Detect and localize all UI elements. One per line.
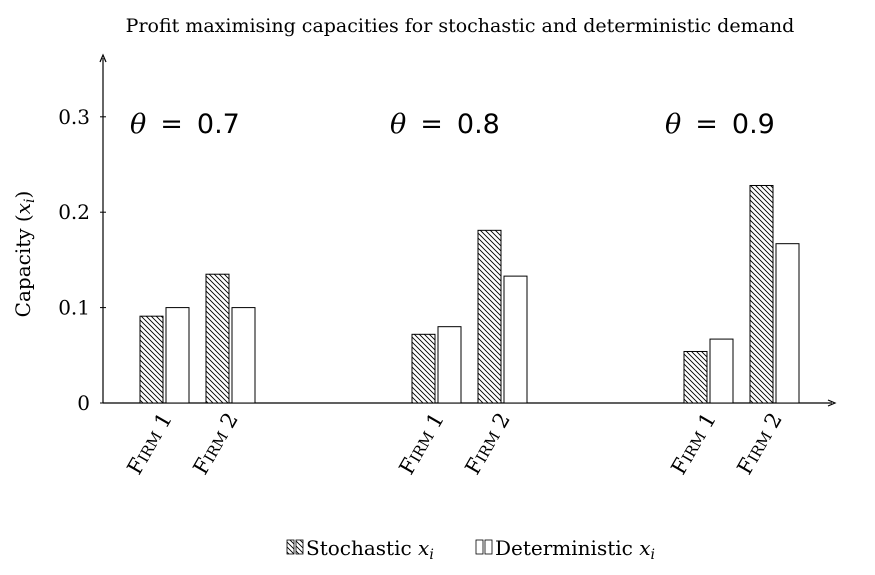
bar-deterministic: [437, 326, 462, 404]
legend-swatch-deterministic: [475, 539, 493, 555]
bar-stochastic: [683, 350, 708, 404]
y-tick-label: 0.2: [58, 200, 90, 224]
bar-stochastic: [139, 315, 164, 404]
theta-annotation: θ = 0.7: [130, 109, 240, 140]
legend-label-deterministic: Deterministic: [495, 536, 639, 560]
x-tick-label: Firm 1: [122, 409, 176, 479]
theta-equals: =: [160, 109, 183, 140]
bar-deterministic: [165, 307, 190, 404]
x-tick-label: Firm 2: [732, 409, 786, 479]
theta-value: 0.8: [457, 109, 500, 140]
legend-sub-stochastic: i: [429, 547, 433, 563]
x-tick-label: Firm 1: [394, 409, 448, 479]
theta-symbol: θ: [390, 109, 406, 140]
x-tick-label: Firm 2: [188, 409, 242, 479]
theta-symbol: θ: [130, 109, 146, 140]
bars: [139, 184, 800, 404]
x-axis-arrow: [827, 399, 837, 407]
legend-var-stochastic: x: [418, 536, 429, 560]
y-axis-label-sub: i: [22, 199, 38, 203]
theta-annotation: θ = 0.9: [665, 109, 775, 140]
y-tick-label: 0.3: [58, 105, 90, 129]
chart-title: Profit maximising capacities for stochas…: [126, 15, 795, 37]
theta-equals: =: [695, 109, 718, 140]
theta-labels: θ = 0.7 θ = 0.8 θ = 0.9: [130, 109, 775, 140]
bar-stochastic: [411, 333, 436, 404]
theta-value: 0.7: [197, 109, 240, 140]
theta-value: 0.9: [732, 109, 775, 140]
y-tick-label: 0.1: [58, 296, 90, 320]
bar-stochastic: [205, 273, 230, 404]
y-axis-label-text: Capacity (: [11, 214, 35, 317]
theta-symbol: θ: [665, 109, 681, 140]
bar-deterministic: [503, 275, 528, 404]
theta-equals: =: [420, 109, 443, 140]
x-tick-label: Firm 1: [666, 409, 720, 479]
legend-label-stochastic: Stochastic: [306, 536, 418, 560]
bar-deterministic: [709, 338, 734, 404]
x-tick-labels: Firm 1 Firm 2 Firm 1 Firm 2 Firm 1 Firm 2: [122, 409, 786, 479]
y-ticks: 0 0.1 0.2 0.3: [58, 105, 106, 415]
legend: Stochastic xi Deterministic xi: [286, 536, 655, 563]
y-axis-arrow: [99, 53, 107, 63]
svg-text:Capacity (xi): Capacity (xi): [11, 191, 38, 318]
y-axis-label-close: ): [11, 191, 35, 199]
y-axis-label: Capacity (xi): [11, 191, 38, 318]
bar-stochastic: [477, 229, 502, 404]
svg-text:Deterministic xi: Deterministic xi: [495, 536, 655, 563]
y-axis-label-var: x: [11, 203, 35, 214]
bar-stochastic: [749, 184, 774, 404]
theta-annotation: θ = 0.8: [390, 109, 500, 140]
legend-var-deterministic: x: [639, 536, 650, 560]
legend-sub-deterministic: i: [650, 547, 654, 563]
svg-text:Stochastic xi: Stochastic xi: [306, 536, 434, 563]
bar-deterministic: [775, 243, 800, 404]
y-tick-label: 0: [77, 391, 90, 415]
bar-deterministic: [231, 307, 256, 404]
legend-swatch-stochastic: [286, 539, 304, 555]
x-tick-label: Firm 2: [460, 409, 514, 479]
